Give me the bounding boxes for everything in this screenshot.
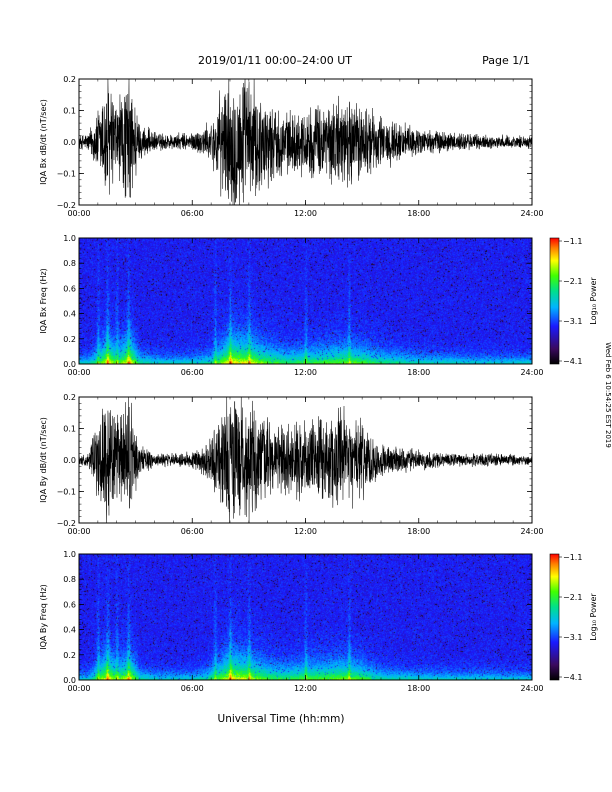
y-tick-label: −0.1: [57, 488, 76, 497]
x-axis-label: Universal Time (hh:mm): [218, 713, 345, 725]
colorbar-tick-label: −3.1: [563, 317, 582, 326]
x-tick-label: 06:00: [181, 684, 204, 693]
x-tick-label: 12:00: [294, 209, 317, 218]
by-dbdt-trace: [78, 396, 533, 524]
dbdt-trace-line: [78, 396, 533, 524]
by-spectrogram-ylabel: IQA By Freq (Hz): [39, 584, 48, 650]
y-tick-label: 0.6: [63, 284, 76, 293]
y-tick-label: −0.2: [57, 201, 76, 210]
by-spectrogram-ticks: 00:00 06:00 12:00 18:00 24:00 1.0 0.8 0.6 0.4 0.2…: [63, 550, 543, 693]
page-title: 2019/01/11 00:00–24:00 UT: [198, 54, 352, 67]
y-tick-label: 0.1: [63, 425, 76, 434]
by-colorbar-label: Log₁₀ Power: [589, 593, 598, 641]
x-tick-label: 12:00: [294, 684, 317, 693]
timestamp-note: Wed Feb 6 10:54:25 EST 2019: [604, 342, 612, 448]
colorbar-tick-label: −3.1: [563, 633, 582, 642]
by-spectrogram-image: [79, 554, 532, 680]
by-colorbar: [549, 553, 560, 681]
y-tick-label: 0.1: [63, 107, 76, 116]
colorbar-tick-label: −1.1: [563, 237, 582, 246]
bx-dbdt-panel: 00:00 06:00 12:00 18:00 24:00 0.2 0.1 0.0 −0.1 −0…: [39, 75, 544, 218]
dbdt-trace-line: [78, 78, 533, 206]
by-spectrogram-panel: 00:00 06:00 12:00 18:00 24:00 1.0 0.8 0.6 0.4 0.2…: [39, 550, 598, 693]
x-tick-label: 00:00: [67, 209, 90, 218]
x-tick-label: 00:00: [67, 368, 90, 377]
colorbar-tick-label: −4.1: [563, 357, 582, 366]
x-tick-label: 18:00: [407, 368, 430, 377]
x-tick-label: 24:00: [520, 684, 543, 693]
colorbar-tick-label: −1.1: [563, 553, 582, 562]
colorbar-tick-label: −2.1: [563, 593, 582, 602]
y-tick-label: 0.2: [63, 75, 76, 84]
bx-spectrogram-panel: 00:00 06:00 12:00 18:00 24:00 1.0 0.8 0.6 0.4 0.2…: [39, 234, 598, 377]
x-tick-label: 00:00: [67, 684, 90, 693]
x-tick-label: 12:00: [294, 527, 317, 536]
x-tick-label: 18:00: [407, 527, 430, 536]
x-tick-label: 12:00: [294, 368, 317, 377]
y-tick-label: 0.2: [63, 393, 76, 402]
y-tick-label: 0.4: [63, 310, 76, 319]
y-tick-label: 0.6: [63, 600, 76, 609]
by-dbdt-panel: 00:00 06:00 12:00 18:00 24:00 0.2 0.1 0.0 −0.1 −0…: [39, 393, 544, 536]
y-tick-label: 0.8: [63, 259, 76, 268]
bx-dbdt-trace: [78, 78, 533, 206]
by-colorbar-ticks: −1.1 −2.1 −3.1 −4.1: [559, 553, 582, 682]
bx-spectrogram-ticks: 00:00 06:00 12:00 18:00 24:00 1.0 0.8 0.6 0.4 0.2…: [63, 234, 543, 377]
page-number: Page 1/1: [482, 54, 530, 67]
bx-dbdt-ticks: 00:00 06:00 12:00 18:00 24:00 0.2 0.1 0.0 −0.1 −0…: [57, 75, 544, 218]
bx-colorbar-label: Log₁₀ Power: [589, 277, 598, 325]
bx-spectrogram-ylabel: IQA Bx Freq (Hz): [39, 268, 48, 334]
y-tick-label: 0.4: [63, 626, 76, 635]
x-tick-label: 24:00: [520, 368, 543, 377]
x-tick-label: 06:00: [181, 368, 204, 377]
y-tick-label: 0.0: [63, 138, 76, 147]
x-tick-label: 24:00: [520, 209, 543, 218]
bx-colorbar-ticks: −1.1 −2.1 −3.1 −4.1: [559, 237, 582, 366]
by-dbdt-ylabel: IQA By dB/dt (nT/sec): [39, 417, 48, 503]
x-tick-label: 06:00: [181, 527, 204, 536]
y-tick-label: −0.1: [57, 170, 76, 179]
bx-colorbar: [549, 237, 560, 365]
y-tick-label: 0.2: [63, 651, 76, 660]
x-tick-label: 18:00: [407, 684, 430, 693]
y-tick-label: 1.0: [63, 550, 76, 559]
y-tick-label: 0.0: [63, 360, 76, 369]
x-tick-label: 00:00: [67, 527, 90, 536]
x-tick-label: 18:00: [407, 209, 430, 218]
x-tick-label: 06:00: [181, 209, 204, 218]
by-dbdt-ticks: 00:00 06:00 12:00 18:00 24:00 0.2 0.1 0.0 −0.1 −0…: [57, 393, 544, 536]
y-tick-label: 0.2: [63, 335, 76, 344]
y-tick-label: −0.2: [57, 519, 76, 528]
bx-spectrogram-image: [79, 238, 532, 364]
colorbar-tick-label: −2.1: [563, 277, 582, 286]
bx-dbdt-ylabel: IQA Bx dB/dt (nT/sec): [39, 99, 48, 185]
x-tick-label: 24:00: [520, 527, 543, 536]
y-tick-label: 0.8: [63, 575, 76, 584]
y-tick-label: 0.0: [63, 676, 76, 685]
colorbar-tick-label: −4.1: [563, 673, 582, 682]
y-tick-label: 1.0: [63, 234, 76, 243]
y-tick-label: 0.0: [63, 456, 76, 465]
